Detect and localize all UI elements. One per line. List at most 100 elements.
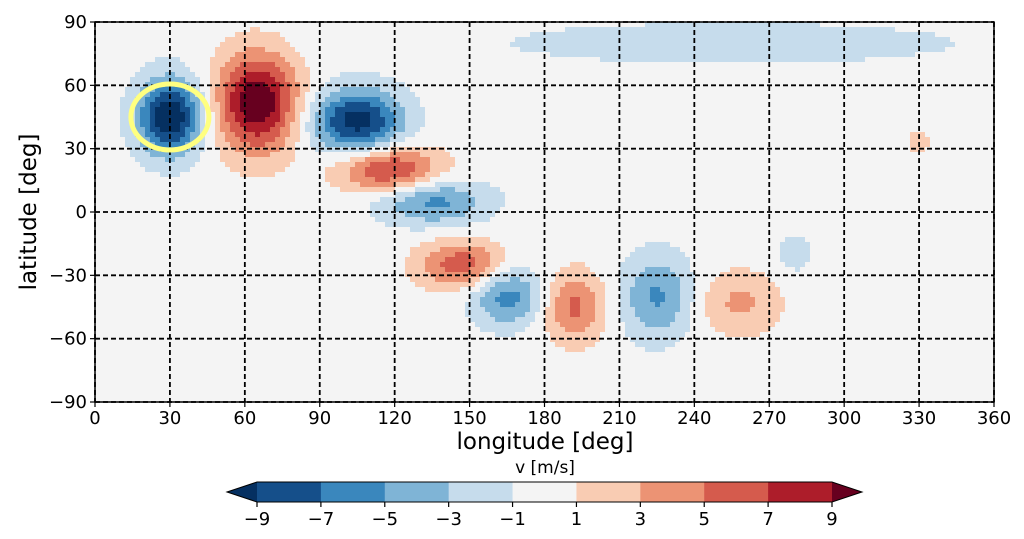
contour-cell (185, 137, 191, 143)
contour-cell (340, 147, 346, 153)
contour-cell (990, 107, 995, 113)
contour-cell (785, 72, 791, 78)
contour-cell (145, 72, 151, 78)
contour-cell (355, 127, 361, 133)
contour-cell (645, 102, 651, 108)
contour-cell (260, 112, 266, 118)
contour-cell (260, 77, 266, 83)
contour-cell (395, 27, 401, 33)
contour-cell (835, 97, 841, 103)
contour-cell (515, 147, 521, 153)
contour-cell (375, 142, 381, 148)
contour-cell (955, 37, 961, 43)
contour-cell (555, 122, 561, 128)
contour-cell (405, 122, 411, 128)
contour-cell (670, 147, 676, 153)
contour-cell (405, 87, 411, 93)
contour-cell (120, 57, 126, 63)
contour-cell (755, 117, 761, 123)
contour-cell (525, 22, 531, 28)
contour-cell (785, 117, 791, 123)
contour-cell (505, 102, 511, 108)
contour-cell (200, 137, 206, 143)
contour-cell (290, 137, 296, 143)
contour-cell (870, 107, 876, 113)
contour-cell (495, 32, 501, 38)
contour-cell (990, 142, 995, 148)
contour-cell (675, 62, 681, 68)
contour-cell (345, 27, 351, 33)
contour-cell (120, 62, 126, 68)
contour-cell (540, 117, 546, 123)
contour-cell (360, 142, 366, 148)
contour-cell (265, 77, 271, 83)
contour-cell (855, 137, 861, 143)
contour-cell (125, 97, 131, 103)
contour-cell (890, 52, 896, 58)
contour-cell (125, 22, 131, 28)
contour-cell (715, 132, 721, 138)
contour-cell (110, 112, 116, 118)
contour-cell (150, 27, 156, 33)
contour-cell (310, 112, 316, 118)
contour-cell (280, 132, 286, 138)
contour-cell (330, 112, 336, 118)
contour-cell (155, 87, 161, 93)
contour-cell (915, 97, 921, 103)
contour-cell (530, 42, 536, 48)
contour-cell (740, 112, 746, 118)
contour-cell (520, 142, 526, 148)
contour-cell (775, 97, 781, 103)
contour-cell (545, 67, 551, 73)
contour-cell (240, 117, 246, 123)
contour-cell (245, 92, 251, 98)
contour-cell (275, 152, 281, 158)
contour-cell (310, 72, 316, 78)
contour-cell (485, 22, 491, 28)
contour-cell (215, 67, 221, 73)
contour-cell (790, 72, 796, 78)
contour-cell (700, 122, 706, 128)
contour-cell (960, 87, 966, 93)
contour-cell (485, 62, 491, 68)
contour-cell (150, 152, 156, 158)
contour-cell (145, 57, 151, 63)
contour-cell (755, 127, 761, 133)
contour-cell (980, 102, 986, 108)
contour-cell (610, 112, 616, 118)
contour-cell (300, 92, 306, 98)
contour-cell (675, 22, 681, 28)
contour-cell (980, 77, 986, 83)
contour-cell (265, 27, 271, 33)
contour-cell (705, 117, 711, 123)
contour-cell (700, 92, 706, 98)
contour-cell (710, 117, 716, 123)
contour-cell (270, 152, 276, 158)
contour-cell (910, 92, 916, 98)
contour-cell (275, 77, 281, 83)
contour-cell (685, 102, 691, 108)
contour-cell (900, 127, 906, 133)
contour-cell (100, 27, 106, 33)
contour-cell (110, 142, 116, 148)
contour-cell (640, 122, 646, 128)
contour-cell (650, 87, 656, 93)
contour-cell (95, 72, 101, 78)
contour-cell (575, 147, 581, 153)
contour-cell (800, 62, 806, 68)
contour-cell (110, 102, 116, 108)
contour-cell (170, 97, 176, 103)
contour-cell (815, 92, 821, 98)
contour-cell (700, 37, 706, 43)
contour-cell (445, 142, 451, 148)
contour-cell (385, 147, 391, 153)
contour-cell (980, 127, 986, 133)
contour-cell (595, 127, 601, 133)
contour-cell (270, 102, 276, 108)
contour-cell (230, 22, 236, 28)
contour-cell (930, 147, 936, 153)
contour-cell (585, 47, 591, 53)
contour-cell (970, 107, 976, 113)
contour-cell (660, 57, 666, 63)
